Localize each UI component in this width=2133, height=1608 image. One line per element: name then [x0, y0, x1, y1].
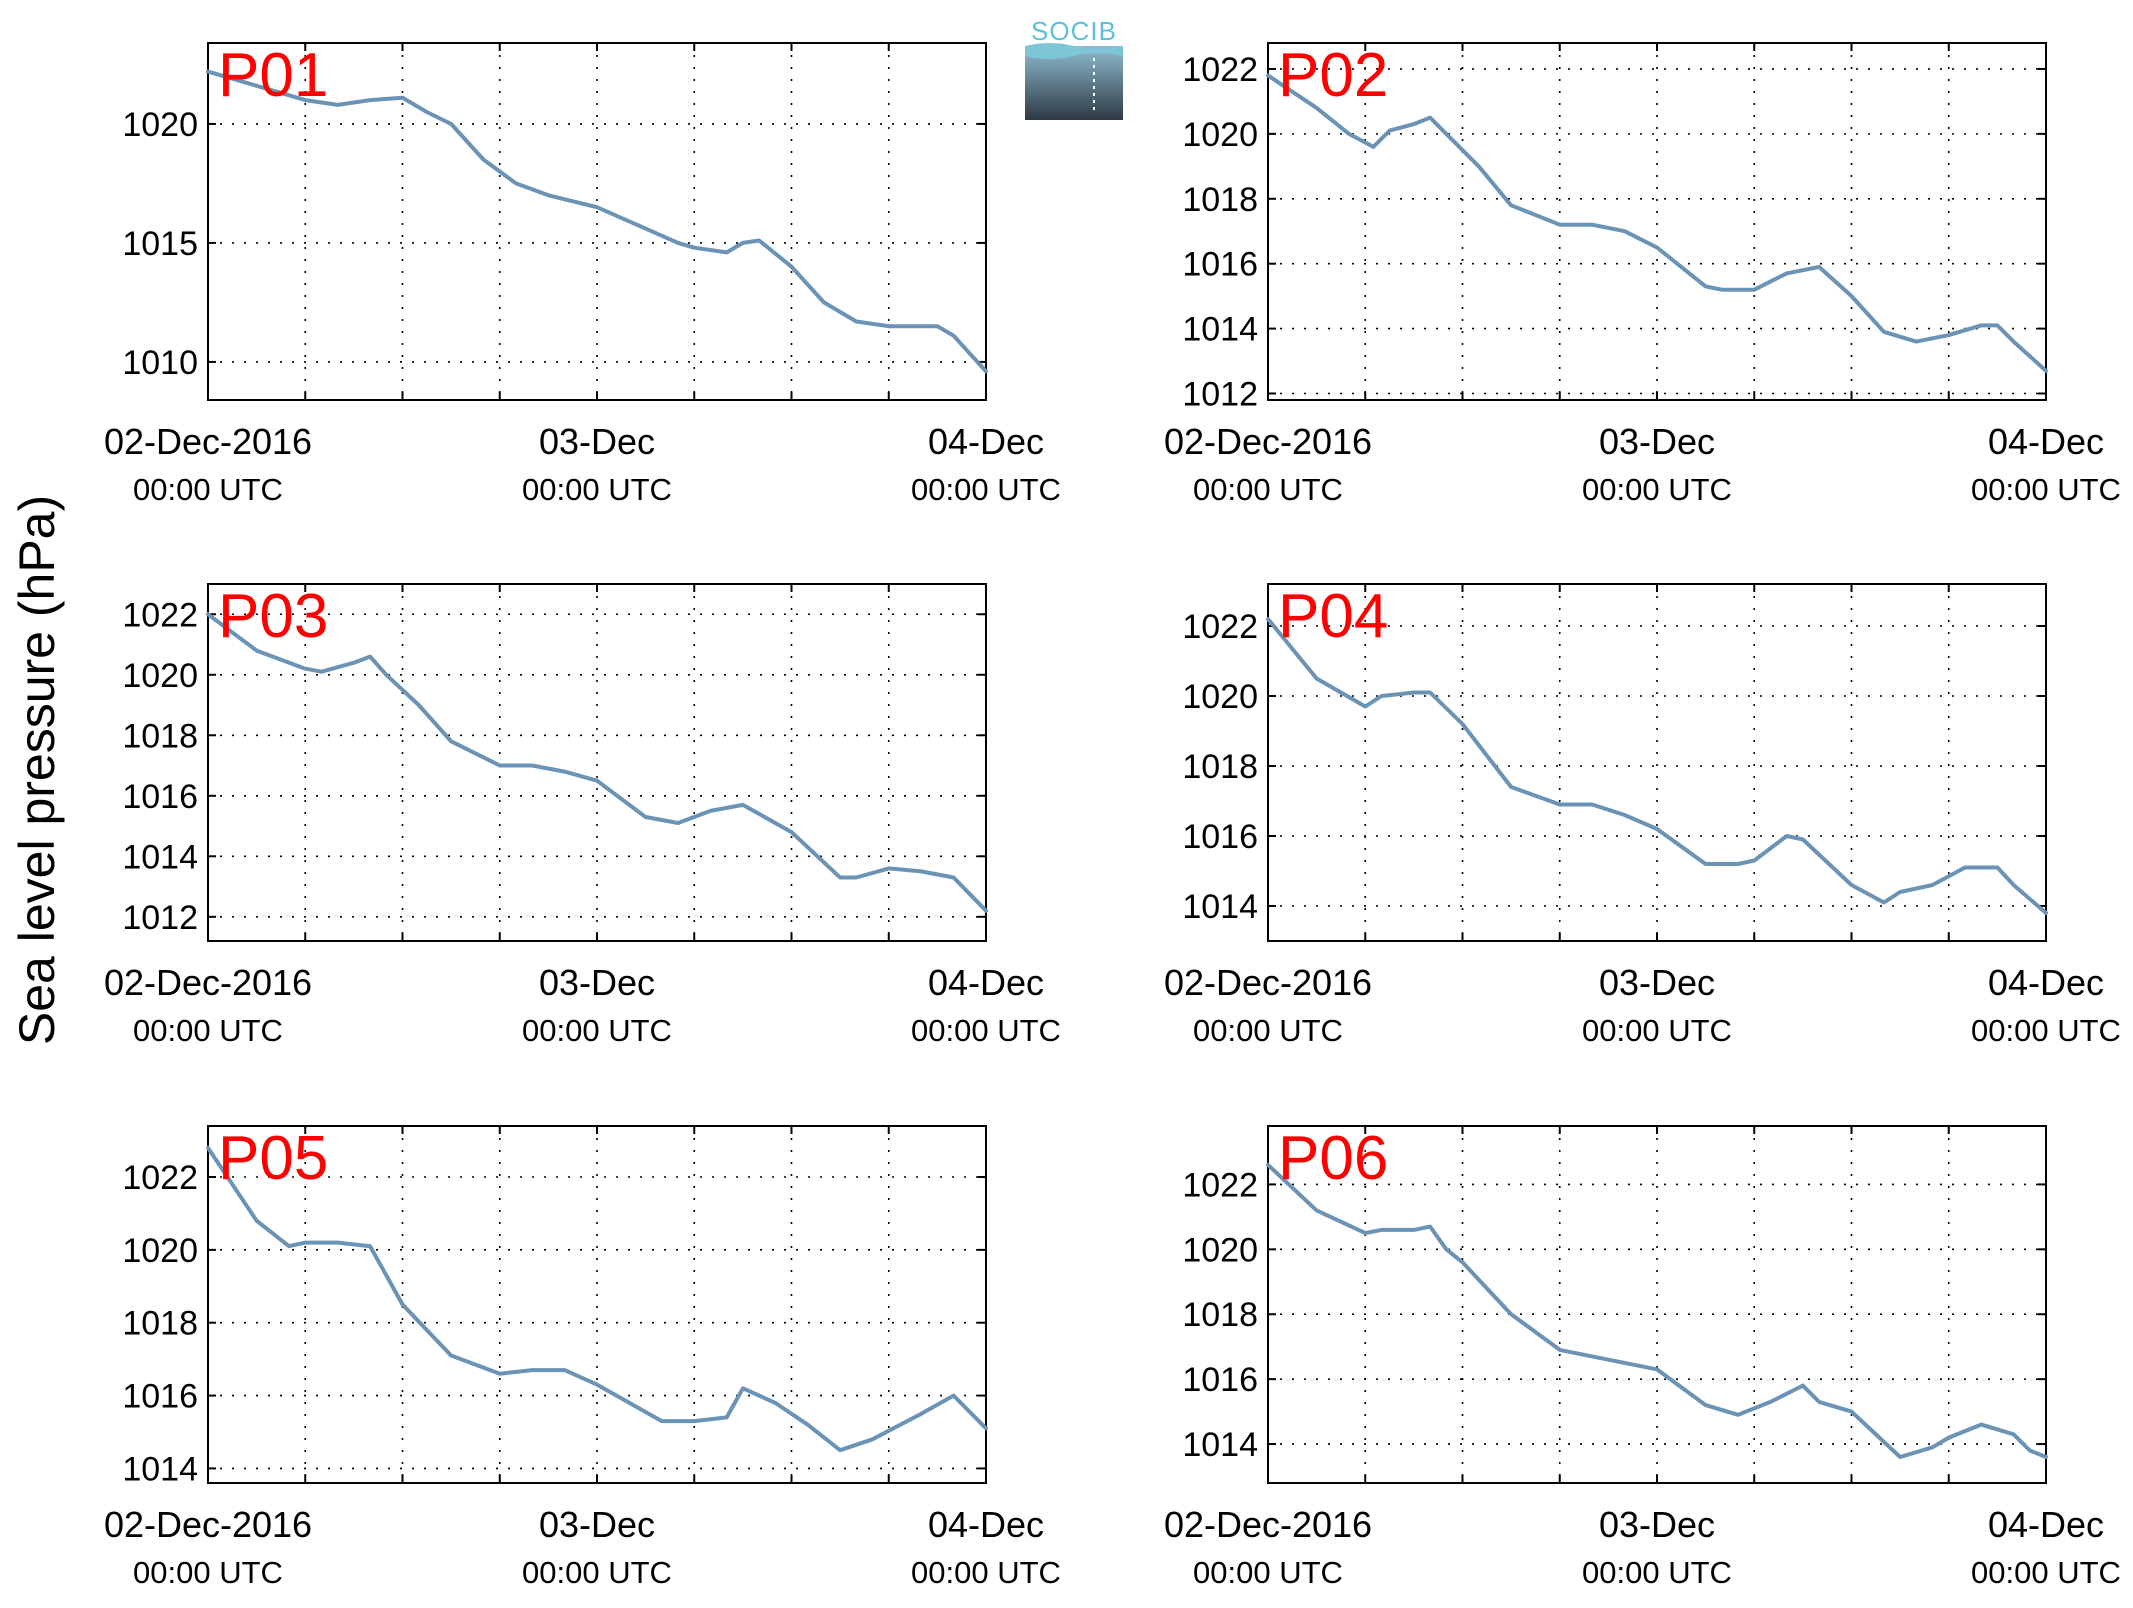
y-tick-label: 1020 — [1182, 678, 1258, 716]
panel-p01: 1010 1015 1020 02-Dec-2016 00:00 UTC 03-Dec 00… — [104, 41, 1061, 507]
y-tick-label: 1018 — [122, 1305, 198, 1343]
x-tick-label-date: 02-Dec-2016 — [104, 962, 312, 1003]
panel-label: P06 — [1278, 1124, 1388, 1193]
panel-label: P05 — [218, 1124, 328, 1193]
x-tick-label-date: 03-Dec — [1599, 421, 1715, 462]
series-line — [1266, 617, 2048, 915]
x-tick-label-time: 00:00 UTC — [1193, 1013, 1343, 1048]
y-tick-label: 1022 — [1182, 608, 1258, 646]
series-line — [1266, 1162, 2048, 1459]
x-tick-label-date: 02-Dec-2016 — [1164, 421, 1372, 462]
x-tick-label-time: 00:00 UTC — [133, 1013, 283, 1048]
x-tick-label-time: 00:00 UTC — [522, 1013, 672, 1048]
panel-label: P01 — [218, 41, 328, 110]
grid — [1268, 1126, 2046, 1483]
series-line — [206, 69, 988, 374]
y-tick-label: 1022 — [122, 596, 198, 634]
y-tick-label: 1012 — [1182, 376, 1258, 414]
logo-wave — [1025, 43, 1123, 59]
grid — [1268, 584, 2046, 941]
y-tick-label: 1020 — [122, 1232, 198, 1270]
panel-p04: 1014 1016 1018 1020 1022 02-Dec-2016 00:00 UTC… — [1164, 582, 2121, 1048]
x-tick-label-date: 03-Dec — [539, 421, 655, 462]
y-tick-label: 1016 — [1182, 818, 1258, 856]
x-tick-label-date: 04-Dec — [928, 421, 1044, 462]
panel-p05: 1014 1016 1018 1020 1022 02-Dec-2016 00:00 UTC… — [104, 1124, 1061, 1590]
x-tick-label-date: 03-Dec — [539, 962, 655, 1003]
x-tick-label-time: 00:00 UTC — [1193, 472, 1343, 507]
y-tick-label: 1016 — [122, 778, 198, 816]
panels: 1010 1015 1020 02-Dec-2016 00:00 UTC 03-Dec 00… — [104, 41, 2121, 1590]
y-tick-label: 1012 — [122, 899, 198, 937]
x-tick-label-time: 00:00 UTC — [1193, 1555, 1343, 1590]
x-tick-label-time: 00:00 UTC — [1582, 1013, 1732, 1048]
grid — [208, 1126, 986, 1483]
y-tick-label: 1020 — [122, 657, 198, 695]
y-tick-label: 1014 — [1182, 311, 1258, 349]
x-tick-label-date: 04-Dec — [1988, 1504, 2104, 1545]
x-tick-label-date: 02-Dec-2016 — [1164, 962, 1372, 1003]
series-line — [206, 612, 988, 913]
x-tick-label-time: 00:00 UTC — [1582, 1555, 1732, 1590]
socib-logo: SOCIB — [1025, 16, 1123, 120]
x-tick-label-date: 02-Dec-2016 — [104, 421, 312, 462]
x-tick-label-time: 00:00 UTC — [911, 472, 1061, 507]
y-tick-label: 1022 — [1182, 51, 1258, 89]
grid — [208, 584, 986, 941]
panel-p02: 1012 1014 1016 1018 1020 1022 02-Dec-2016 00:00… — [1164, 41, 2121, 507]
y-axis-label: Sea level pressure (hPa) — [9, 495, 65, 1045]
panel-p03: 1012 1014 1016 1018 1020 1022 02-Dec-2016 00:00… — [104, 582, 1061, 1048]
panel-label: P04 — [1278, 582, 1388, 651]
panel-label: P02 — [1278, 41, 1388, 110]
y-tick-label: 1010 — [122, 344, 198, 382]
y-tick-label: 1014 — [122, 1450, 198, 1488]
panel-p06: 1014 1016 1018 1020 1022 02-Dec-2016 00:00 UTC… — [1164, 1124, 2121, 1590]
x-tick-label-time: 00:00 UTC — [133, 472, 283, 507]
x-tick-label-time: 00:00 UTC — [522, 472, 672, 507]
y-tick-label: 1014 — [1182, 1426, 1258, 1464]
x-tick-label-time: 00:00 UTC — [911, 1555, 1061, 1590]
y-tick-label: 1018 — [1182, 1296, 1258, 1334]
x-tick-label-time: 00:00 UTC — [1971, 1555, 2121, 1590]
y-tick-label: 1020 — [122, 106, 198, 144]
y-tick-label: 1018 — [1182, 181, 1258, 219]
y-tick-label: 1016 — [122, 1378, 198, 1416]
logo-text: SOCIB — [1031, 16, 1117, 46]
y-tick-label: 1020 — [1182, 116, 1258, 154]
x-tick-label-time: 00:00 UTC — [1971, 472, 2121, 507]
y-tick-label: 1022 — [122, 1159, 198, 1197]
x-tick-label-date: 04-Dec — [1988, 962, 2104, 1003]
y-tick-label: 1022 — [1182, 1166, 1258, 1204]
x-tick-label-date: 02-Dec-2016 — [104, 1504, 312, 1545]
x-tick-label-date: 04-Dec — [1988, 421, 2104, 462]
x-tick-label-date: 03-Dec — [1599, 962, 1715, 1003]
grid — [208, 43, 986, 400]
y-tick-label: 1018 — [1182, 748, 1258, 786]
series-line — [206, 1145, 988, 1453]
series-line — [1266, 73, 2048, 373]
y-tick-label: 1018 — [122, 717, 198, 755]
y-tick-label: 1016 — [1182, 246, 1258, 284]
y-tick-label: 1020 — [1182, 1231, 1258, 1269]
x-tick-label-time: 00:00 UTC — [1971, 1013, 2121, 1048]
x-tick-label-date: 04-Dec — [928, 962, 1044, 1003]
y-tick-label: 1016 — [1182, 1361, 1258, 1399]
x-tick-label-time: 00:00 UTC — [133, 1555, 283, 1590]
y-tick-label: 1014 — [122, 838, 198, 876]
y-tick-label: 1014 — [1182, 888, 1258, 926]
y-tick-label: 1015 — [122, 225, 198, 263]
grid — [1268, 43, 2046, 400]
x-tick-label-date: 03-Dec — [539, 1504, 655, 1545]
x-tick-label-date: 04-Dec — [928, 1504, 1044, 1545]
x-tick-label-time: 00:00 UTC — [911, 1013, 1061, 1048]
x-tick-label-time: 00:00 UTC — [1582, 472, 1732, 507]
x-tick-label-date: 03-Dec — [1599, 1504, 1715, 1545]
x-tick-label-date: 02-Dec-2016 — [1164, 1504, 1372, 1545]
x-tick-label-time: 00:00 UTC — [522, 1555, 672, 1590]
panel-label: P03 — [218, 582, 328, 651]
